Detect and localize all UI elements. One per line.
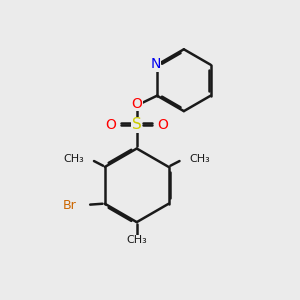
Text: CH₃: CH₃ — [64, 154, 84, 164]
Text: S: S — [132, 118, 142, 133]
Text: O: O — [105, 118, 116, 132]
Text: CH₃: CH₃ — [126, 236, 147, 245]
Text: N: N — [150, 57, 161, 71]
Text: O: O — [131, 97, 142, 111]
Text: O: O — [157, 118, 168, 132]
Text: CH₃: CH₃ — [189, 154, 210, 164]
Text: Br: Br — [63, 199, 77, 212]
